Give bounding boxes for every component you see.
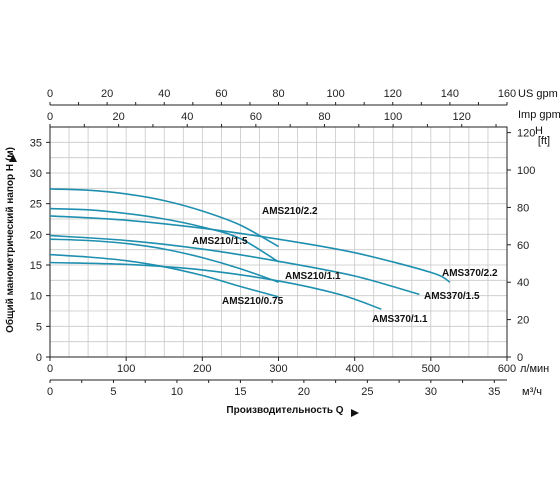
x-impgpm-tick-label: 100 [384, 111, 402, 123]
y-left-tick-label: 10 [30, 291, 42, 303]
x-usgpm-tick-label: 60 [215, 88, 227, 100]
curve-ams210-1-5 [49, 207, 279, 263]
y-axis-title: Общий манометрический напор H (м) [4, 147, 16, 333]
x-m3h-tick-label: 0 [47, 386, 53, 398]
x-m3h-unit: м³/ч [522, 386, 542, 398]
x-usgpm-tick-label: 100 [326, 88, 344, 100]
x-impgpm-tick-label: 60 [250, 111, 262, 123]
x-lpm-unit: л/мин [520, 363, 549, 375]
x-impgpm-tick-label: 80 [318, 111, 330, 123]
curve-label-ams370-2-2: AMS370/2.2 [442, 268, 498, 279]
curve-ams370-1-1 [49, 261, 382, 310]
x-usgpm-tick-label: 160 [498, 88, 516, 100]
x-m3h-tick-label: 15 [234, 386, 246, 398]
x-lpm-tick-label: 300 [269, 363, 287, 375]
curve-ams370-1-5 [49, 234, 420, 296]
y-left-tick-label: 30 [30, 168, 42, 180]
y-left-tick-label: 5 [36, 321, 42, 333]
y-left-tick-label: 15 [30, 260, 42, 272]
pump-curves [49, 188, 451, 310]
y-left-tick-label: 25 [30, 199, 42, 211]
x-m3h-tick-label: 10 [171, 386, 183, 398]
curve-label-ams210-2-2: AMS210/2.2 [262, 206, 318, 217]
x-m3h-tick-label: 5 [110, 386, 116, 398]
curve-label-ams210-1-5: AMS210/1.5 [192, 236, 248, 247]
x-impgpm-tick-label: 40 [181, 111, 193, 123]
y-right-unit: H [535, 125, 543, 137]
x-lpm-tick-label: 600 [498, 363, 516, 375]
curve-label-ams210-1-1: AMS210/1.1 [285, 271, 341, 282]
x-usgpm-tick-label: 120 [384, 88, 402, 100]
x-usgpm-tick-label: 20 [101, 88, 113, 100]
x-usgpm-tick-label: 80 [272, 88, 284, 100]
x-impgpm-tick-label: 120 [453, 111, 471, 123]
y-axis-title-arrow [9, 154, 17, 162]
y-right-tick-label: 80 [517, 202, 529, 214]
y-left-tick-label: 35 [30, 137, 42, 149]
curve-label-ams370-1-1: AMS370/1.1 [372, 314, 428, 325]
x-axis-title: Производительность Q [226, 405, 343, 416]
y-right-tick-label: 20 [517, 315, 529, 327]
x-usgpm-tick-label: 140 [441, 88, 459, 100]
curve-ams210-2-2 [49, 188, 279, 248]
x-impgpm-tick-label: 20 [112, 111, 124, 123]
y-right-tick-label: 100 [517, 165, 535, 177]
x-axis-title-arrow [351, 409, 359, 417]
x-m3h-tick-label: 35 [488, 386, 500, 398]
y-right-tick-label: 0 [517, 352, 523, 364]
x-impgpm-unit: Imp gpm [518, 109, 560, 121]
y-right-tick-label: 40 [517, 277, 529, 289]
curve-ams210-1-1 [49, 238, 279, 283]
curve-label-ams370-1-5: AMS370/1.5 [424, 291, 480, 302]
curve-ams370-2-2 [49, 215, 451, 283]
x-m3h-tick-label: 30 [425, 386, 437, 398]
x-lpm-tick-label: 0 [47, 363, 53, 375]
curve-label-ams210-0-75: AMS210/0.75 [222, 296, 284, 307]
y-left-tick-label: 20 [30, 229, 42, 241]
x-lpm-tick-label: 200 [193, 363, 211, 375]
y-right-tick-label: 60 [517, 240, 529, 252]
y-left-tick-label: 0 [36, 352, 42, 364]
x-lpm-tick-label: 400 [345, 363, 363, 375]
x-lpm-tick-label: 100 [117, 363, 135, 375]
curve-labels: AMS210/2.2 AMS210/1.5 AMS210/1.1 AMS210/0.7… [192, 206, 498, 325]
x-impgpm-tick-label: 0 [47, 111, 53, 123]
x-lpm-tick-label: 500 [422, 363, 440, 375]
x-usgpm-tick-label: 40 [158, 88, 170, 100]
x-m3h-tick-label: 20 [298, 386, 310, 398]
x-usgpm-tick-label: 0 [47, 88, 53, 100]
y-right-tick-label: 120 [517, 128, 535, 140]
x-usgpm-unit: US gpm [518, 88, 558, 100]
x-m3h-tick-label: 25 [361, 386, 373, 398]
y-right-unit: [ft] [538, 135, 550, 147]
